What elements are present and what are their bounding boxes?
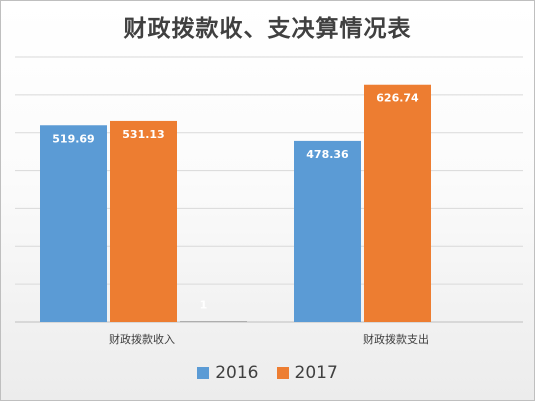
data-label-2016-1: 478.36: [306, 148, 349, 161]
bar-2016-0: [40, 125, 107, 322]
bar-2017-1: [364, 84, 431, 322]
data-label-extra-0: 1: [200, 299, 208, 312]
legend-label-2016: 2016: [215, 363, 259, 383]
legend-item-2016: 2016: [197, 363, 259, 383]
legend-swatch-2017: [276, 367, 289, 379]
legend-swatch-2016: [197, 367, 210, 379]
x-tick-label-1: 财政拨款支出: [363, 332, 429, 346]
bar-extra-0: [180, 321, 247, 322]
legend-item-2017: 2017: [276, 363, 338, 383]
legend-label-2017: 2017: [294, 363, 338, 383]
bar-2016-1: [294, 140, 361, 322]
data-label-2017-1: 626.74: [376, 92, 419, 105]
chart-title: 财政拨款收、支决算情况表: [123, 15, 412, 42]
x-tick-label-0: 财政拨款收入: [109, 332, 175, 346]
bar-2017-0: [110, 120, 177, 323]
data-label-2016-0: 519.69: [52, 132, 94, 145]
data-label-2017-0: 531.13: [122, 128, 164, 141]
legend: 2016 2017: [1, 363, 534, 383]
